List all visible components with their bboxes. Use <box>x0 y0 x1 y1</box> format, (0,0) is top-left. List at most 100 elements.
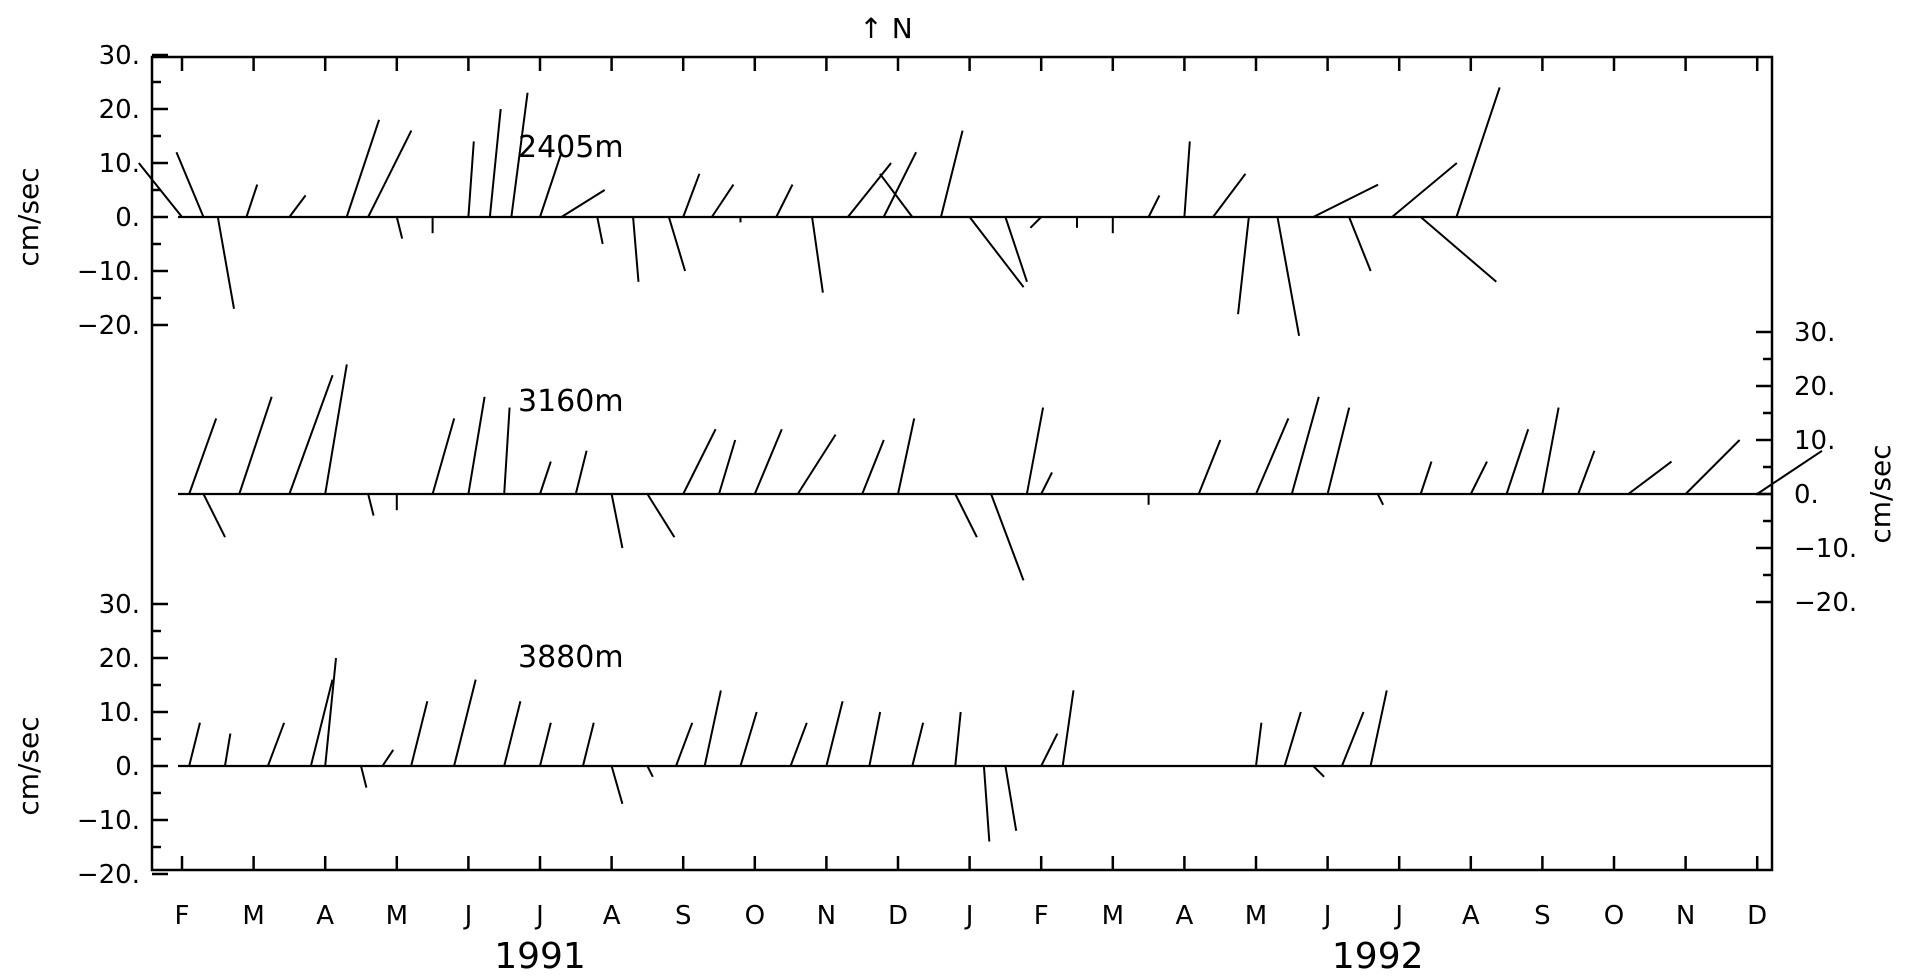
velocity-stick <box>868 711 882 767</box>
velocity-stick <box>1684 439 1741 495</box>
y-tick-label: 30. <box>99 590 140 620</box>
velocity-stick <box>1147 194 1161 218</box>
panel-2405m: 30. 20. 10. 0. −10. −20. cm/sec 2405m <box>12 41 1772 341</box>
y-tick-label: 0. <box>1794 480 1819 510</box>
velocity-stick <box>503 407 511 495</box>
velocity-stick <box>266 722 286 767</box>
velocity-stick <box>202 493 226 538</box>
velocity-stick <box>324 657 337 767</box>
velocity-stick <box>539 722 552 767</box>
velocity-stick <box>675 722 694 767</box>
plot-frame <box>150 55 1774 872</box>
velocity-stick <box>1577 450 1596 495</box>
velocity-stick <box>667 216 687 272</box>
month-label: M <box>242 901 264 931</box>
y-tick-label: 0. <box>115 752 140 782</box>
velocity-stick <box>703 690 722 767</box>
y-tick-label: 20. <box>1794 372 1835 402</box>
velocity-stick <box>1004 765 1018 831</box>
velocity-stick <box>1197 439 1222 495</box>
y-tick-label: −10. <box>1794 534 1857 564</box>
velocity-stick <box>1040 733 1059 767</box>
velocity-stick <box>1348 216 1372 272</box>
velocity-stick <box>1541 407 1560 495</box>
y-tick-label: 0. <box>115 203 140 233</box>
velocity-stick <box>560 189 606 218</box>
velocity-stick <box>682 173 701 218</box>
velocity-stick <box>223 733 232 767</box>
velocity-stick <box>1040 471 1053 495</box>
velocity-stick <box>753 428 783 495</box>
month-label: A <box>603 901 621 931</box>
panels-group: 30. 20. 10. 0. −10. −20. cm/sec 2405m 30. 20. 10. 0… <box>12 41 1897 890</box>
velocity-stick <box>1419 461 1433 495</box>
velocity-stick <box>324 364 348 495</box>
month-label: D <box>888 901 908 931</box>
month-label: N <box>1676 901 1695 931</box>
velocity-stick <box>1283 711 1302 767</box>
velocity-stick <box>796 434 837 495</box>
month-label: J <box>964 901 974 931</box>
velocity-stick <box>1237 216 1250 315</box>
velocity-stick <box>367 493 375 516</box>
y-tick-label: −10. <box>77 257 140 287</box>
velocity-stick <box>1627 460 1673 495</box>
velocity-stick <box>954 493 978 538</box>
panel-3880m: 30. 20. 10. 0. −10. −20. cm/sec 3880m <box>12 590 1772 890</box>
month-label: S <box>675 901 692 931</box>
velocity-stick <box>939 130 964 218</box>
velocity-stick <box>1255 418 1290 495</box>
y-axis-label: cm/sec <box>12 167 45 266</box>
month-label: S <box>1534 901 1551 931</box>
north-marker: ↑ N <box>859 12 912 45</box>
velocity-stick <box>1025 407 1045 495</box>
y-tick-label: 10. <box>1794 426 1835 456</box>
panel-3160m: 30. 20. 10. 0. −10. −20. cm/sec 3160m <box>178 318 1897 618</box>
velocity-stick <box>1455 87 1501 218</box>
velocity-stick <box>138 162 183 218</box>
velocity-stick <box>539 151 563 218</box>
velocity-stick <box>646 765 654 778</box>
velocity-stick <box>581 722 595 767</box>
velocity-stick <box>216 216 235 309</box>
month-label: O <box>1604 901 1624 931</box>
y-tick-label: 10. <box>99 698 140 728</box>
velocity-stick <box>395 216 404 239</box>
y-axis-label: cm/sec <box>12 716 45 815</box>
velocity-stick <box>539 461 552 495</box>
velocity-stick <box>610 493 624 549</box>
year-label: 1991 <box>494 936 586 976</box>
velocity-stick <box>1505 428 1530 495</box>
velocity-stick <box>467 396 486 495</box>
month-label: M <box>1245 901 1267 931</box>
depth-label: 3160m <box>518 384 624 419</box>
velocity-stick <box>1312 765 1325 778</box>
velocity-stick <box>345 119 381 218</box>
velocity-stick <box>825 700 844 767</box>
velocity-stick <box>632 216 640 282</box>
velocity-stick <box>897 418 916 495</box>
velocity-stick <box>646 493 676 538</box>
month-label: A <box>316 901 334 931</box>
velocity-stick <box>367 130 413 218</box>
y-tick-label: −10. <box>77 806 140 836</box>
month-label: F <box>1034 901 1049 931</box>
velocity-stick <box>574 450 588 495</box>
velocity-stick <box>238 396 273 495</box>
velocity-stick <box>453 679 477 767</box>
velocity-stick <box>789 722 808 767</box>
velocity-stick <box>488 108 502 218</box>
month-label: J <box>1393 901 1403 931</box>
velocity-stick <box>1756 449 1823 495</box>
velocity-stick <box>245 184 259 218</box>
month-label: F <box>175 901 190 931</box>
month-label: M <box>386 901 408 931</box>
velocity-stick <box>1004 216 1028 283</box>
year-axis: 1991 1992 <box>494 936 1423 976</box>
velocity-stick <box>811 216 824 293</box>
velocity-stick <box>360 765 368 788</box>
y-tick-label: 30. <box>1794 318 1835 348</box>
velocity-stick <box>847 162 892 218</box>
velocity-stick <box>879 173 914 218</box>
velocity-stick <box>431 418 456 495</box>
